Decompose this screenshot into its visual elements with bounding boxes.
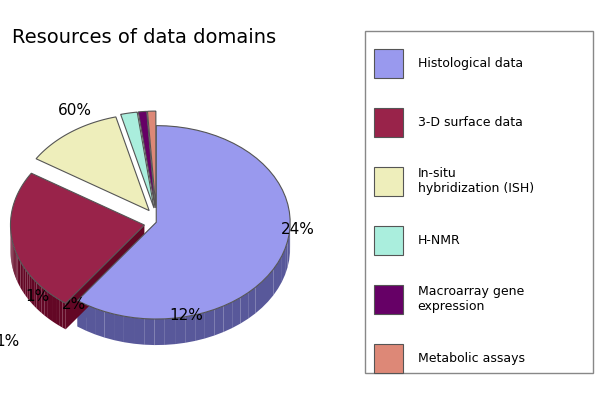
Polygon shape — [15, 250, 16, 279]
Polygon shape — [195, 312, 205, 341]
FancyBboxPatch shape — [365, 31, 593, 373]
Polygon shape — [12, 239, 13, 268]
Polygon shape — [232, 298, 241, 328]
Polygon shape — [30, 275, 32, 304]
Polygon shape — [95, 308, 104, 338]
Polygon shape — [165, 318, 175, 345]
Polygon shape — [44, 289, 47, 318]
Text: Macroarray gene
expression: Macroarray gene expression — [418, 285, 524, 313]
Text: 2%: 2% — [62, 297, 86, 312]
Polygon shape — [56, 298, 59, 326]
Polygon shape — [104, 312, 114, 340]
Polygon shape — [256, 282, 262, 313]
Polygon shape — [287, 234, 289, 268]
Polygon shape — [32, 278, 34, 306]
Polygon shape — [285, 242, 287, 275]
Polygon shape — [248, 287, 256, 319]
Polygon shape — [77, 300, 86, 331]
Text: H-NMR: H-NMR — [418, 234, 460, 247]
Polygon shape — [22, 264, 24, 293]
Text: 1%: 1% — [25, 289, 49, 304]
Polygon shape — [185, 315, 195, 343]
Polygon shape — [37, 282, 39, 311]
Polygon shape — [175, 317, 185, 344]
Bar — [374, 285, 403, 314]
Bar — [374, 108, 403, 137]
Text: In-situ
hybridization (ISH): In-situ hybridization (ISH) — [418, 167, 534, 195]
Polygon shape — [41, 287, 44, 315]
Polygon shape — [289, 227, 290, 260]
Polygon shape — [262, 276, 268, 308]
Polygon shape — [241, 293, 248, 324]
Bar — [374, 167, 403, 196]
Bar — [374, 49, 403, 78]
Polygon shape — [282, 249, 285, 282]
Polygon shape — [17, 256, 19, 285]
Polygon shape — [19, 259, 20, 288]
Polygon shape — [148, 111, 156, 208]
Polygon shape — [20, 262, 22, 290]
Polygon shape — [155, 319, 165, 345]
Polygon shape — [144, 319, 155, 345]
Polygon shape — [268, 269, 274, 302]
Text: 60%: 60% — [58, 103, 91, 118]
Polygon shape — [214, 306, 223, 336]
Bar — [374, 344, 403, 373]
Polygon shape — [134, 318, 144, 345]
Polygon shape — [278, 256, 282, 289]
Polygon shape — [59, 300, 62, 328]
Polygon shape — [223, 302, 232, 332]
Polygon shape — [47, 292, 50, 320]
Polygon shape — [36, 117, 149, 210]
Polygon shape — [65, 225, 145, 329]
Polygon shape — [139, 111, 155, 208]
Polygon shape — [39, 285, 41, 313]
Bar — [374, 226, 403, 255]
Polygon shape — [26, 270, 28, 298]
Polygon shape — [86, 305, 95, 334]
Text: 3-D surface data: 3-D surface data — [418, 116, 523, 129]
Polygon shape — [205, 310, 214, 338]
Text: 24%: 24% — [281, 222, 314, 237]
Polygon shape — [50, 294, 53, 322]
Text: 12%: 12% — [169, 308, 203, 323]
Polygon shape — [10, 173, 145, 303]
Polygon shape — [124, 316, 134, 344]
Polygon shape — [274, 263, 278, 295]
Polygon shape — [34, 280, 37, 308]
Polygon shape — [16, 253, 17, 282]
Polygon shape — [77, 126, 290, 319]
Polygon shape — [14, 248, 15, 276]
Polygon shape — [24, 267, 26, 296]
Polygon shape — [114, 314, 124, 342]
Polygon shape — [77, 222, 156, 327]
Text: Histological data: Histological data — [418, 57, 523, 70]
Polygon shape — [53, 296, 56, 324]
Polygon shape — [28, 272, 30, 301]
Text: Metabolic assays: Metabolic assays — [418, 352, 524, 365]
Text: 1%: 1% — [0, 334, 20, 349]
Polygon shape — [121, 112, 154, 208]
Polygon shape — [13, 245, 14, 274]
Polygon shape — [62, 302, 65, 329]
Text: Resources of data domains: Resources of data domains — [12, 28, 276, 47]
